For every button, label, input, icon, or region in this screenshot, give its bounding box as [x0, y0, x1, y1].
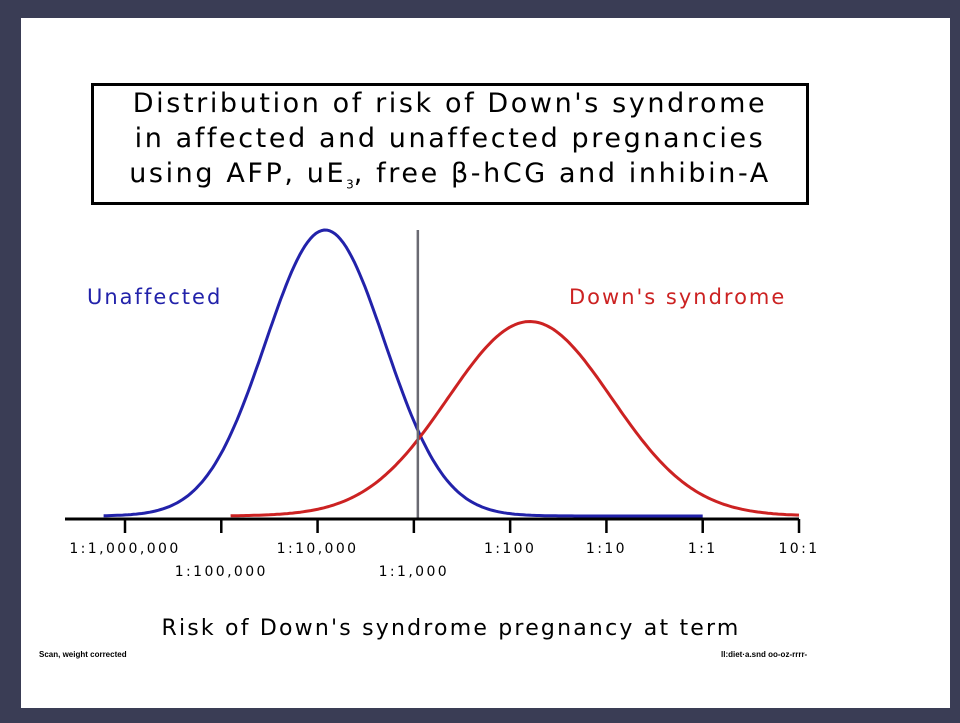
- title-line-2: in affected and unaffected pregnancies: [134, 122, 766, 154]
- chart-title-box: Distribution of risk of Down's syndrome …: [91, 83, 809, 205]
- series-label-downs-syndrome: Down's syndrome: [569, 285, 786, 309]
- x-tick-label-7: 10:1: [778, 541, 819, 557]
- x-tick-label-0: 1:1,000,000: [69, 541, 180, 557]
- footnote-left: Scan, weight corrected: [39, 650, 127, 659]
- series-label-unaffected: Unaffected: [87, 285, 222, 309]
- title-line-3-start: using AFP, uE: [129, 157, 347, 189]
- slide: Distribution of risk of Down's syndrome …: [21, 18, 950, 708]
- x-axis-title: Risk of Down's syndrome pregnancy at ter…: [161, 616, 740, 641]
- x-tick-label-6: 1:1: [688, 541, 718, 557]
- x-tick-label-3: 1:1,000: [379, 564, 450, 580]
- x-tick-label-1: 1:100,000: [175, 564, 268, 580]
- title-line-3-end: , free β-hCG and inhibin-A: [353, 157, 771, 189]
- risk-distribution-chart: 1:1,000,000 1:100,000 1:10,000 1:1,000 1:100…: [39, 228, 819, 659]
- series-curve-unaffected: [103, 228, 703, 518]
- title-line-1: Distribution of risk of Down's syndrome: [132, 87, 768, 119]
- x-tick-label-2: 1:10,000: [277, 541, 359, 557]
- x-axis-ticks: [123, 519, 801, 533]
- title-subscript: 3: [346, 177, 354, 192]
- x-axis-tick-labels: 1:1,000,000 1:100,000 1:10,000 1:1,000 1:100…: [69, 541, 819, 580]
- title-line-3: using AFP, uE3, free β-hCG and inhibin-A: [129, 156, 771, 202]
- footnote-right: ll:diet·a.snd oo-oz-rrrr-: [721, 650, 808, 659]
- curves-group: [103, 228, 800, 518]
- series-curve-downs-syndrome: [230, 320, 800, 518]
- x-tick-label-5: 1:10: [586, 541, 627, 557]
- x-tick-label-4: 1:100: [484, 541, 536, 557]
